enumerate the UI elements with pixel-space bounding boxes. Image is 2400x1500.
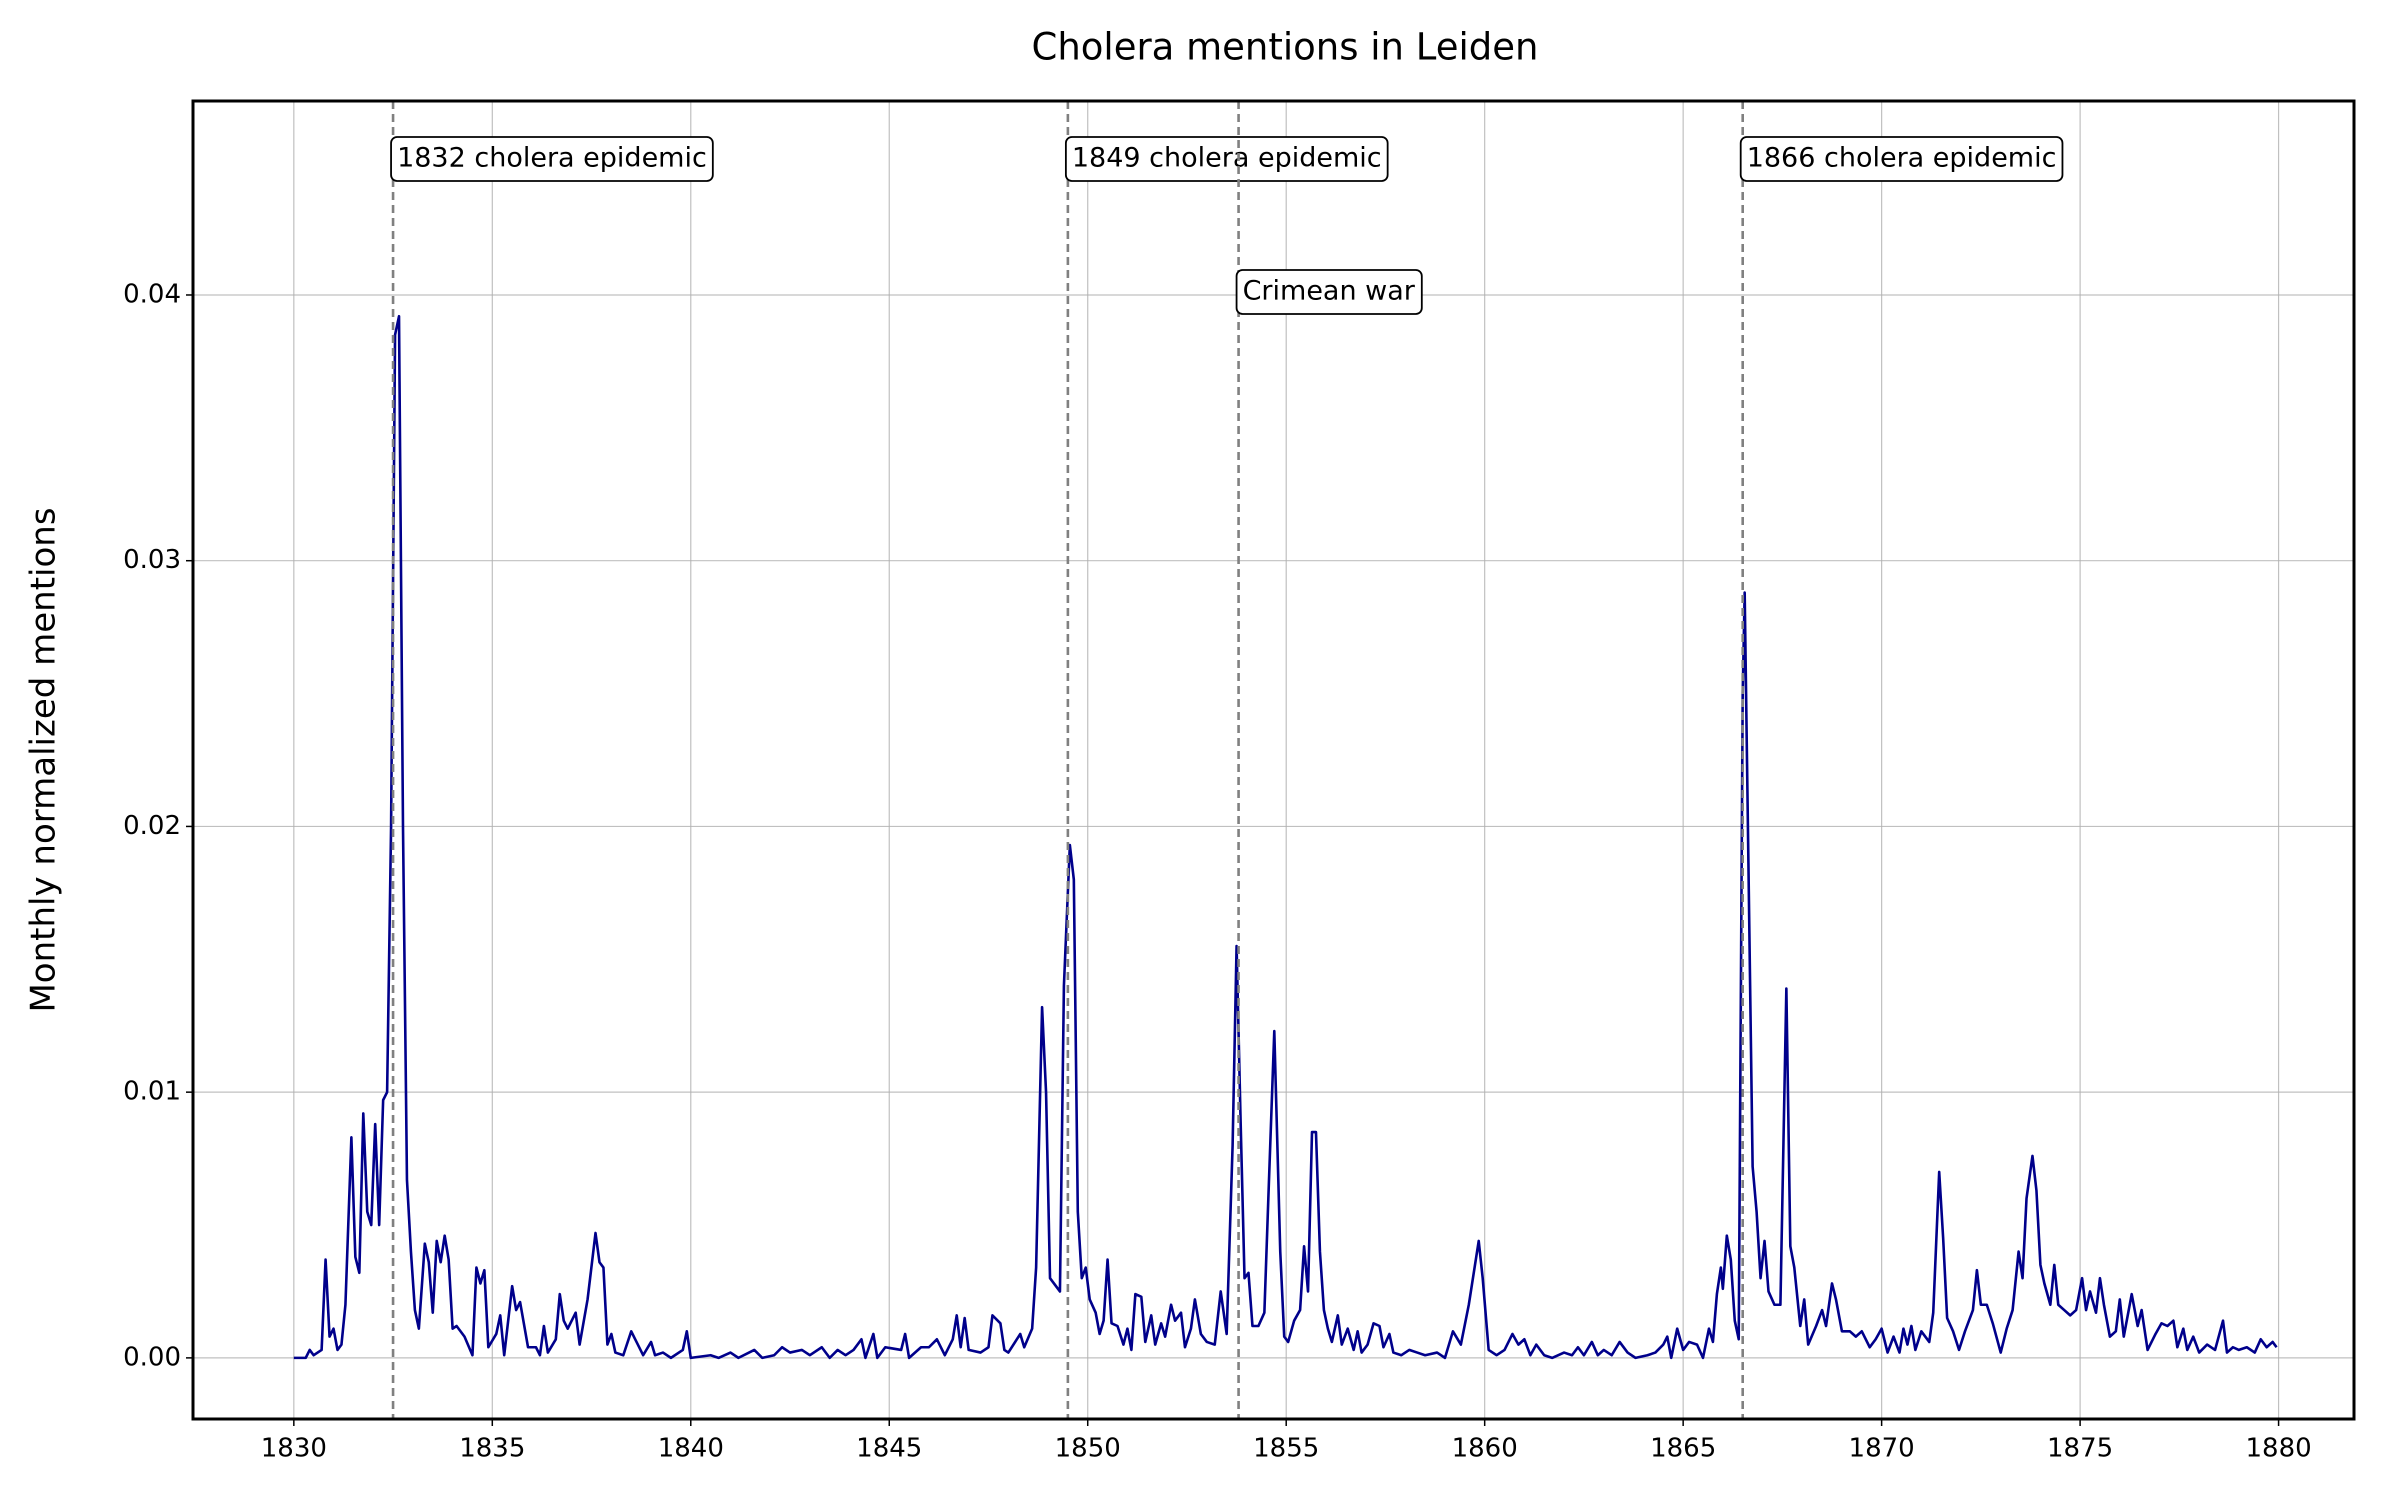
event-annotation: 1866 cholera epidemic (1739, 136, 2064, 182)
annotation-box (1739, 136, 2064, 182)
x-tick-label: 1880 (2245, 1434, 2311, 1464)
y-tick-label: 0.00 (123, 1342, 181, 1372)
y-tick-label: 0.01 (123, 1077, 181, 1107)
y-tick-label: 0.04 (123, 279, 181, 309)
annotation-box (390, 136, 714, 182)
annotation-label: 1832 cholera epidemic (397, 143, 707, 174)
y-tick-label: 0.03 (123, 545, 181, 575)
annotation-label: 1866 cholera epidemic (1747, 143, 2057, 174)
chart-title: Cholera mentions in Leiden (1032, 26, 1539, 69)
x-tick-label: 1835 (459, 1434, 525, 1464)
x-tick-label: 1860 (1452, 1434, 1518, 1464)
x-tick-label: 1845 (856, 1434, 922, 1464)
event-annotation: 1849 cholera epidemic (1064, 136, 1389, 182)
annotation-label: Crimean war (1243, 276, 1416, 307)
annotation-label: 1849 cholera epidemic (1072, 143, 1382, 174)
y-tick-label: 0.02 (123, 811, 181, 841)
annotation-box (1235, 269, 1423, 315)
annotation-box (1064, 136, 1389, 182)
data-line (293, 314, 2278, 1360)
x-tick-label: 1840 (658, 1434, 724, 1464)
event-annotation: 1832 cholera epidemic (390, 136, 714, 182)
x-tick-label: 1875 (2047, 1434, 2113, 1464)
x-tick-label: 1830 (261, 1434, 327, 1464)
x-tick-label: 1855 (1253, 1434, 1319, 1464)
x-tick-label: 1850 (1055, 1434, 1121, 1464)
x-tick-label: 1870 (1849, 1434, 1915, 1464)
y-axis-label: Monthly normalized mentions (24, 507, 64, 1012)
x-tick-label: 1865 (1650, 1434, 1716, 1464)
plot-frame (191, 99, 2356, 1421)
event-annotation: Crimean war (1235, 269, 1423, 315)
